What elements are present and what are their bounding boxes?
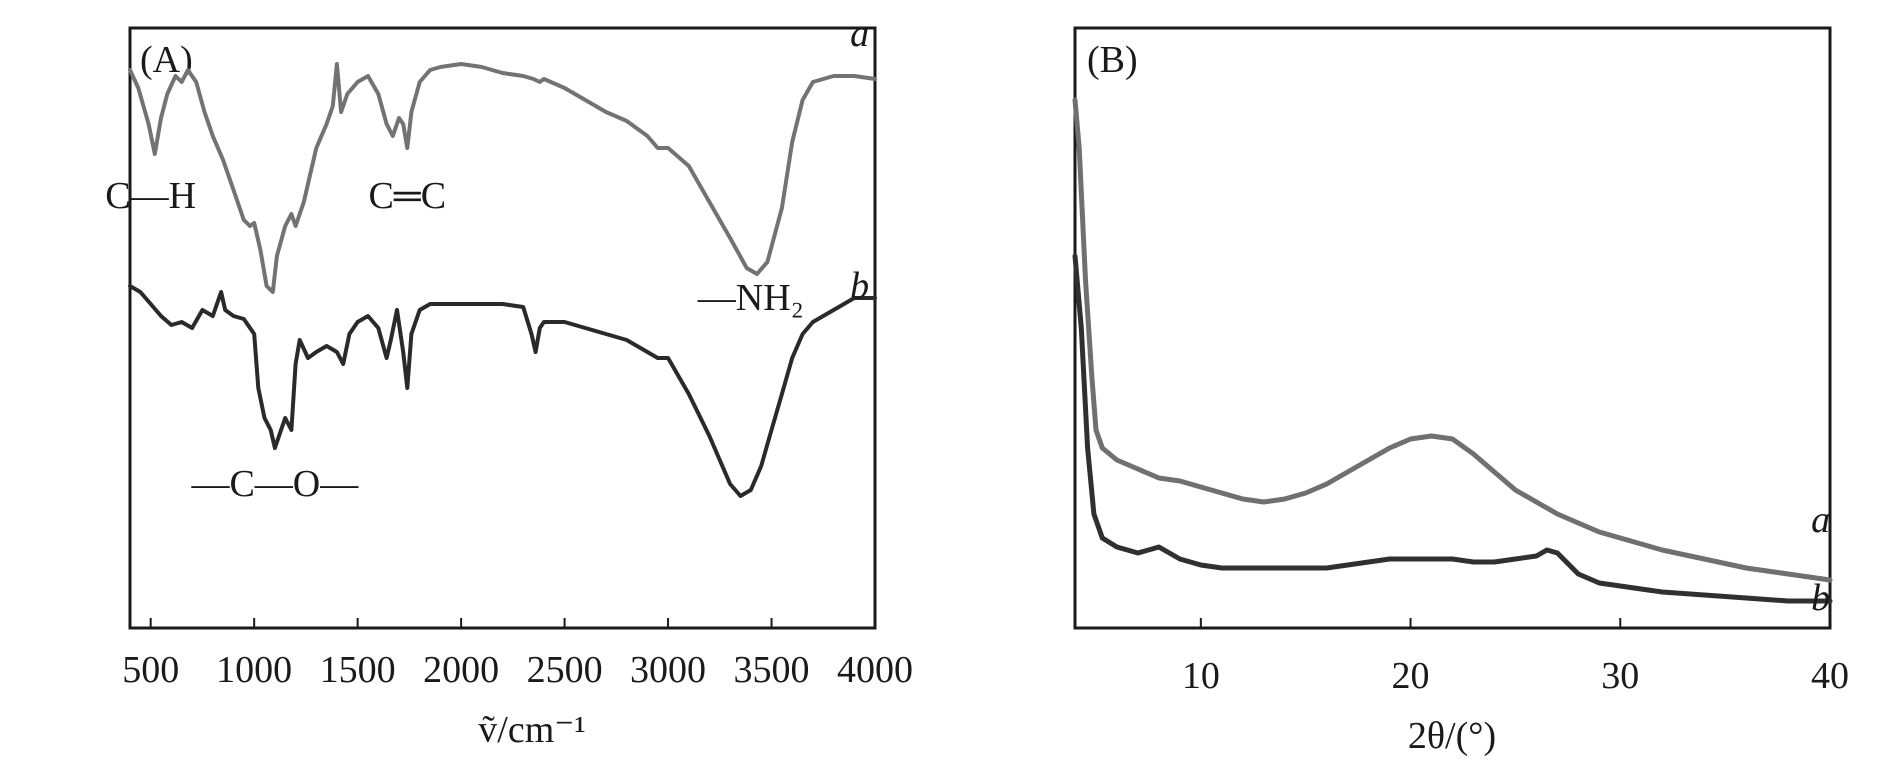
panel-a-annotation: —C—O— <box>190 463 359 505</box>
panel-b-x-axis-label: 2θ/(°) <box>1408 715 1496 757</box>
panel-a-frame <box>128 26 877 630</box>
panel-a-x-tick-label: 3000 <box>630 649 706 691</box>
panel-a-annotation: —NH₂ <box>697 277 804 319</box>
panel-a-x-axis-label: ṽ/cm⁻¹ <box>478 709 585 751</box>
panel-b-series-a-line <box>1072 97 1833 583</box>
panel-b: (B) 10 20 30 40 ab 2θ/(°) <box>1072 26 1849 757</box>
panel-b-series-b-line <box>1072 253 1833 604</box>
panel-a-x-tick-label: 2500 <box>527 649 603 691</box>
panel-a-series-b-label: b <box>850 265 869 307</box>
panel-b-label: (B) <box>1087 39 1138 81</box>
panel-a-x-tick-label: 4000 <box>837 649 913 691</box>
panel-a-series-b-line <box>128 284 877 498</box>
panel-a-annotation: C═C <box>368 175 446 217</box>
panel-a-x-tick-label: 2000 <box>423 649 499 691</box>
panel-b-x-tick-label: 30 <box>1601 655 1639 697</box>
panel-a-x-tick-label: 3500 <box>734 649 810 691</box>
panel-a-x-tick-label: 500 <box>122 649 179 691</box>
panel-b-series-a-label: a <box>1811 499 1830 541</box>
panel-b-frame <box>1073 26 1832 630</box>
panel-a-x-tick-label: 1000 <box>216 649 292 691</box>
panel-a-x-tick-label: 1500 <box>320 649 396 691</box>
panel-a-series-a-line <box>128 62 877 294</box>
panel-a: (A) 500 1000 1500 2000 2500 3000 3500 4000 ab C… <box>105 13 913 751</box>
panel-b-x-tick-label: 10 <box>1182 655 1220 697</box>
panel-b-x-tick-label: 20 <box>1392 655 1430 697</box>
panel-a-annotation: C—H <box>105 175 196 217</box>
panel-b-x-tick-label: 40 <box>1811 655 1849 697</box>
panel-a-series-a-label: a <box>850 13 869 55</box>
panel-b-series-b-label: b <box>1811 577 1830 619</box>
